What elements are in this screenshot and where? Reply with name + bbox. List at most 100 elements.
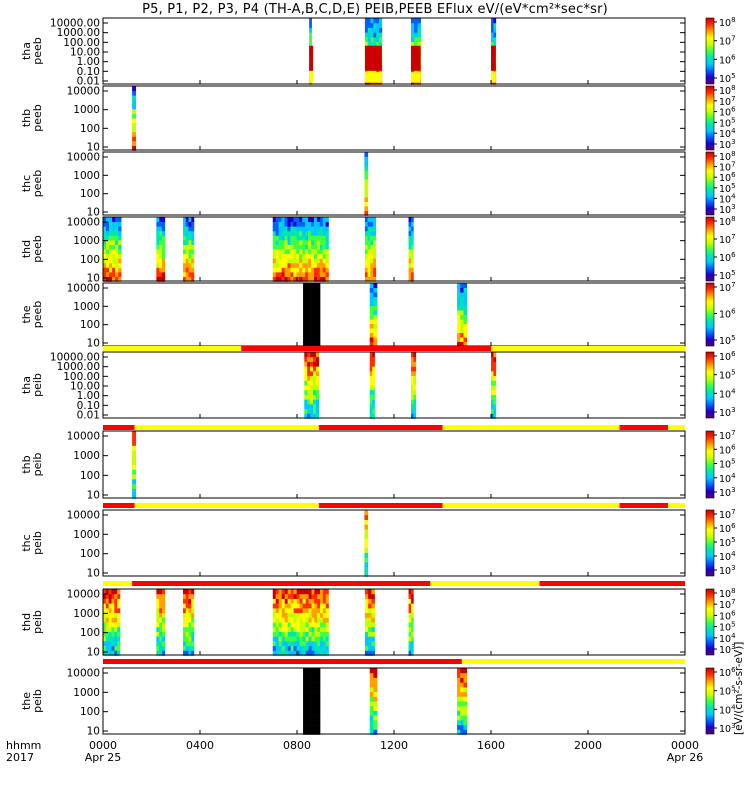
spectrogram-cell: [319, 258, 324, 264]
spectrogram-cell: [314, 589, 318, 595]
spectrogram-cell: [373, 42, 377, 48]
spectrogram-cell: [287, 244, 291, 250]
spectrogram-cell: [313, 357, 317, 363]
spectrogram-cell: [493, 385, 497, 391]
spectrogram-cell: [364, 276, 368, 282]
spectrogram-cell: [317, 725, 321, 731]
spectrogram-cell: [373, 297, 378, 302]
spectrogram-cell: [188, 244, 192, 250]
spectrogram-cell: [132, 460, 137, 466]
spectrogram-cell: [162, 235, 166, 241]
spectrogram-cell: [159, 594, 163, 600]
spectrogram-cell: [369, 324, 374, 329]
spectrogram-cell: [322, 622, 326, 628]
spectrogram-cell: [275, 249, 279, 255]
spectrogram-cell: [278, 254, 282, 259]
spectrogram-cell: [317, 613, 321, 619]
spectrogram-cell: [302, 276, 306, 282]
spectrogram-cell: [460, 288, 464, 293]
spectrogram-cell: [408, 249, 412, 255]
spectrogram-cell: [313, 240, 318, 246]
spectrogram-cell: [103, 631, 107, 637]
spectrogram-cell: [314, 646, 318, 652]
spectrogram-cell: [413, 366, 417, 372]
spectrogram-cell: [117, 636, 121, 642]
spectrogram-cell: [287, 650, 291, 656]
spectrogram-cell: [185, 603, 189, 609]
spectrogram-cell: [364, 254, 368, 259]
spectrogram-cell: [311, 283, 315, 289]
y-tick-label: 10: [87, 726, 100, 738]
spectrogram-cell: [191, 226, 195, 232]
x-tick-label: 0800: [283, 739, 311, 752]
spectrogram-cell: [284, 636, 288, 642]
spectrogram-cell: [372, 385, 375, 391]
spectrogram-cell: [156, 217, 160, 223]
spectrogram-cell: [315, 380, 320, 386]
spectrogram-cell: [278, 231, 282, 237]
spectrogram-cell: [460, 297, 464, 302]
spectrogram-cell: [183, 217, 187, 223]
spectrogram-cell: [316, 249, 321, 255]
spectrogram-cell: [284, 608, 288, 614]
spectrogram-cell: [103, 641, 107, 647]
spectrogram-cell: [191, 217, 195, 223]
spectrogram-cell: [460, 337, 464, 343]
spectrogram-cell: [491, 37, 494, 43]
spectrogram-cell: [410, 589, 414, 595]
spectrogram-cell: [115, 249, 119, 255]
spectrogram-cell: [371, 608, 375, 614]
spectrogram-cell: [493, 371, 497, 377]
spectrogram-cell: [320, 598, 324, 604]
spectrogram-cell: [308, 636, 312, 642]
spectrogram-cell: [191, 258, 195, 264]
spectrogram-cell: [112, 249, 116, 255]
spectrogram-cell: [408, 631, 412, 637]
spectrogram-cell: [183, 603, 187, 609]
spectrogram-cell: [191, 617, 195, 623]
spectrogram-cell: [302, 267, 306, 273]
spectrogram-cell: [317, 283, 321, 289]
spectrogram-cell: [275, 258, 279, 264]
spectrogram-cell: [299, 254, 303, 259]
spectrogram-cell: [302, 263, 306, 269]
spectrogram-cell: [311, 235, 315, 241]
spectrogram-cell: [304, 413, 308, 419]
spectrogram-cell: [373, 725, 378, 731]
y-tick-label: 10.00: [70, 381, 100, 393]
spectrogram-cell: [408, 258, 412, 264]
y-tick-label: 100: [80, 548, 100, 560]
spectrogram-cell: [302, 254, 306, 259]
spectrogram-cell: [460, 668, 464, 674]
spectrogram-cell: [278, 613, 282, 619]
spectrogram-cell: [106, 244, 110, 250]
spectrogram-cell: [111, 608, 115, 614]
colorbar-tick-label: 107: [719, 508, 736, 521]
spectrogram-cell: [191, 244, 195, 250]
spectrogram-cell: [311, 692, 315, 698]
spectrogram-cell: [410, 594, 414, 600]
spectrogram-cell: [103, 226, 107, 232]
spectrogram-cell: [115, 267, 119, 273]
spectrogram-cell: [188, 267, 192, 273]
spectrogram-cell: [364, 258, 368, 264]
panel-probe-label: the: [20, 305, 33, 323]
spectrogram-cell: [370, 37, 374, 43]
spectrogram-cell: [410, 622, 414, 628]
spectrogram-cell: [307, 385, 311, 391]
spectrogram-cell: [293, 603, 297, 609]
spectrogram-cell: [322, 613, 326, 619]
spectrogram-cell: [191, 272, 195, 278]
spectrogram-cell: [117, 613, 121, 619]
spectrogram-cell: [159, 646, 163, 652]
spectrogram-cell: [373, 696, 378, 702]
spectrogram-cell: [111, 631, 115, 637]
spectrogram-cell: [132, 479, 137, 485]
spectrogram-cell: [188, 254, 192, 259]
spectrogram-cell: [191, 254, 195, 259]
spectrogram-cell: [132, 441, 137, 447]
spectrogram-cell: [106, 263, 110, 269]
spectrogram-cell: [103, 222, 107, 227]
spectrogram-cell: [373, 720, 378, 726]
spectrogram-cell: [112, 217, 116, 223]
